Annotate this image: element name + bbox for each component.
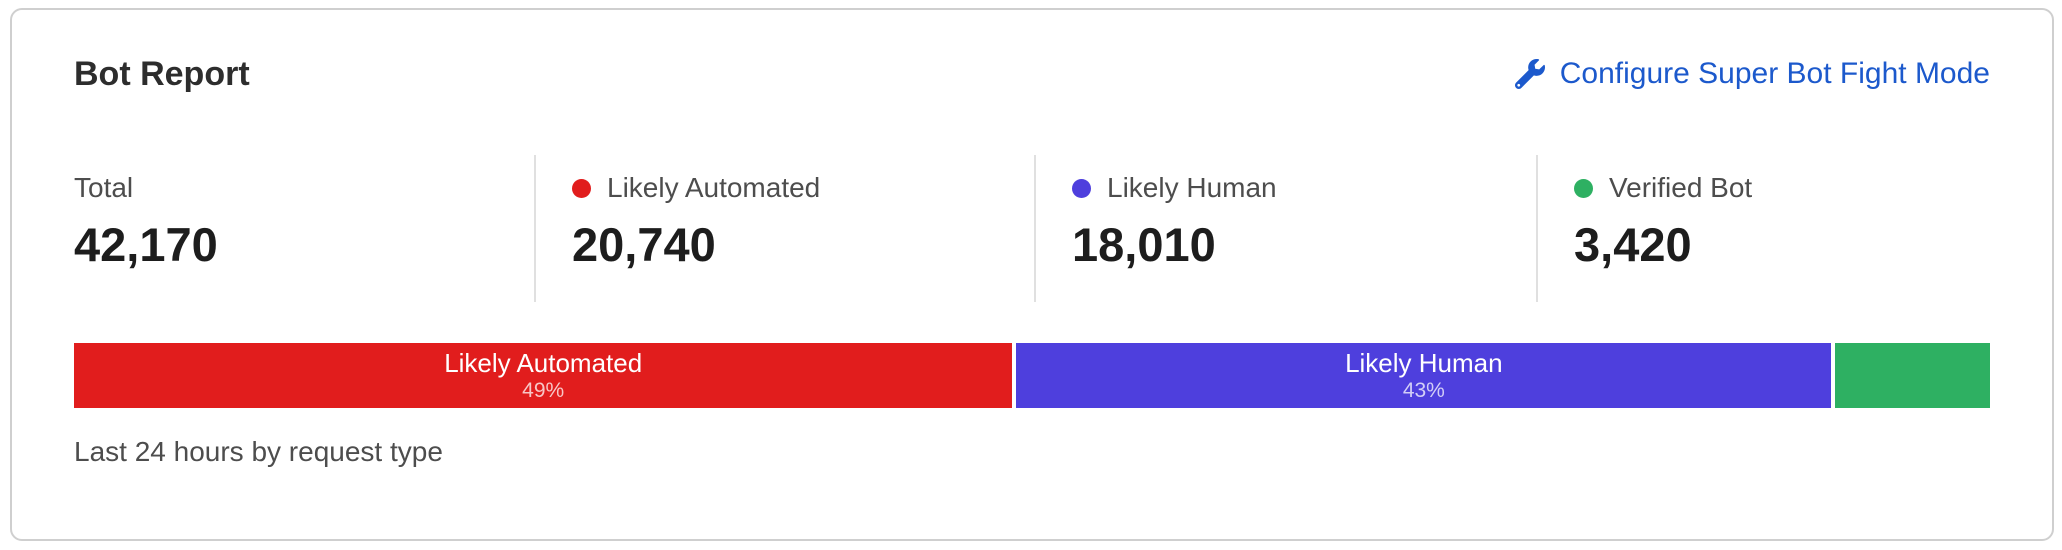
- likely-human-dot-icon: [1072, 178, 1091, 198]
- bar-segment-percent: 43%: [1402, 378, 1445, 402]
- bar-segment-likely-human: Likely Human 43%: [1016, 343, 1832, 408]
- configure-super-bot-fight-mode-link[interactable]: Configure Super Bot Fight Mode: [1514, 54, 1990, 94]
- stat-likely-human: Likely Human 18,010: [1034, 155, 1536, 302]
- stat-label: Verified Bot: [1609, 172, 1753, 203]
- stat-label: Total: [74, 172, 134, 203]
- stat-value-likely-automated: 20,740: [572, 218, 716, 271]
- stats-row: Total 42,170 Likely Automated 20,740 Lik…: [74, 155, 1990, 302]
- likely-automated-dot-icon: [572, 178, 591, 198]
- stat-likely-automated: Likely Automated 20,740: [534, 155, 1034, 302]
- stat-value-likely-human: 18,010: [1072, 218, 1216, 271]
- stat-label: Likely Automated: [607, 172, 821, 203]
- page-title: Bot Report: [74, 55, 250, 93]
- bar-segment-label: Likely Automated: [444, 347, 643, 378]
- verified-bot-dot-icon: [1574, 178, 1593, 198]
- wrench-icon: [1514, 59, 1545, 89]
- bar-segment-label: Likely Human: [1345, 347, 1503, 378]
- card-header: Bot Report Configure Super Bot Fight Mod…: [74, 52, 1990, 96]
- configure-link-label: Configure Super Bot Fight Mode: [1559, 57, 1990, 90]
- bar-segment-verified-bot: [1835, 343, 1990, 408]
- stat-value-total: 42,170: [74, 218, 218, 271]
- request-type-stacked-bar: Likely Automated 49% Likely Human 43%: [74, 343, 1990, 408]
- stat-value-verified-bot: 3,420: [1574, 218, 1692, 271]
- bot-report-card: Bot Report Configure Super Bot Fight Mod…: [10, 8, 2054, 541]
- stat-total: Total 42,170: [74, 155, 534, 302]
- chart-caption: Last 24 hours by request type: [74, 436, 443, 467]
- stat-verified-bot: Verified Bot 3,420: [1536, 155, 1990, 302]
- stat-label: Likely Human: [1107, 172, 1277, 203]
- bar-segment-likely-automated: Likely Automated 49%: [74, 343, 1013, 408]
- bar-segment-percent: 49%: [522, 378, 565, 402]
